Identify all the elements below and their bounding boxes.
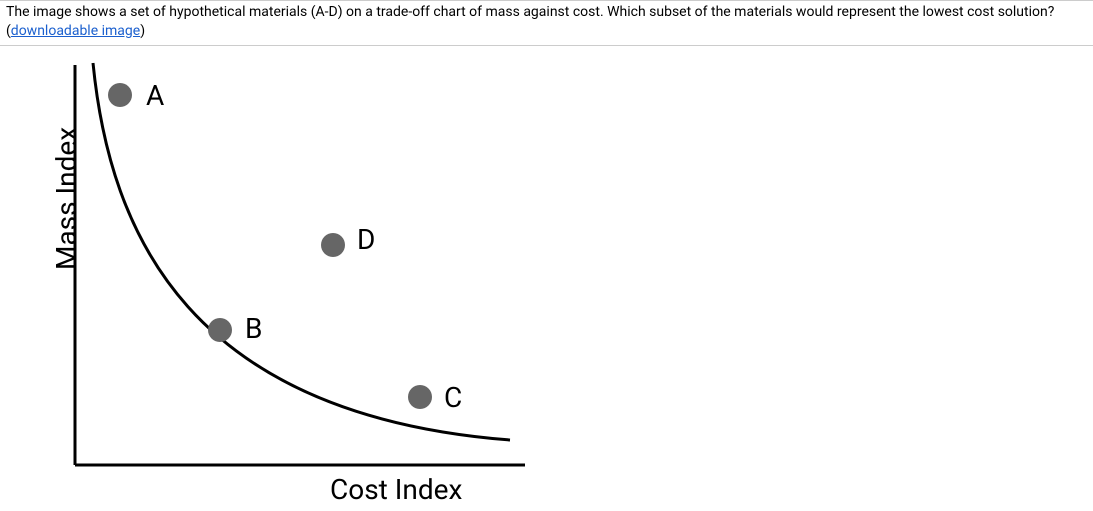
chart-svg [20, 45, 580, 505]
downloadable-image-link[interactable]: downloadable image [11, 23, 140, 39]
material-point-c [408, 385, 432, 409]
material-point-d [321, 233, 345, 257]
points-group [108, 83, 432, 409]
question-text: The image shows a set of hypothetical ma… [6, 4, 1054, 20]
x-axis-label: Cost Index [330, 473, 462, 506]
material-point-b [208, 318, 232, 342]
material-point-a [108, 83, 132, 107]
material-label-d: D [357, 223, 375, 256]
question-bar: The image shows a set of hypothetical ma… [0, 0, 1093, 46]
y-axis-label: Mass Index [50, 127, 83, 270]
material-label-a: A [146, 79, 164, 112]
material-label-b: B [245, 312, 262, 345]
material-label-c: C [444, 381, 462, 414]
tradeoff-chart: Mass Index Cost Index A B D C [20, 45, 580, 505]
